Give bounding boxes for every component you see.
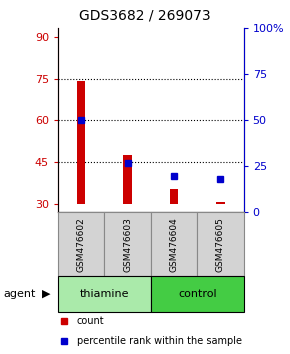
Bar (216, 202, 224, 204)
Text: agent: agent (3, 289, 35, 299)
Text: GSM476602: GSM476602 (77, 217, 86, 272)
Text: percentile rank within the sample: percentile rank within the sample (77, 336, 242, 346)
Text: count: count (77, 316, 104, 326)
Bar (58, 276, 151, 312)
Text: thiamine: thiamine (80, 289, 129, 299)
Bar (197, 212, 244, 276)
Bar (151, 212, 197, 276)
Text: GDS3682 / 269073: GDS3682 / 269073 (79, 9, 211, 23)
Text: GSM476604: GSM476604 (169, 217, 179, 272)
Bar (77, 81, 85, 204)
Bar (151, 276, 244, 312)
Bar (170, 189, 178, 204)
Text: control: control (178, 289, 217, 299)
Bar (124, 155, 132, 204)
Bar (58, 212, 104, 276)
Bar (104, 212, 151, 276)
Text: GSM476605: GSM476605 (216, 217, 225, 272)
Text: ▶: ▶ (42, 289, 51, 299)
Text: GSM476603: GSM476603 (123, 217, 132, 272)
